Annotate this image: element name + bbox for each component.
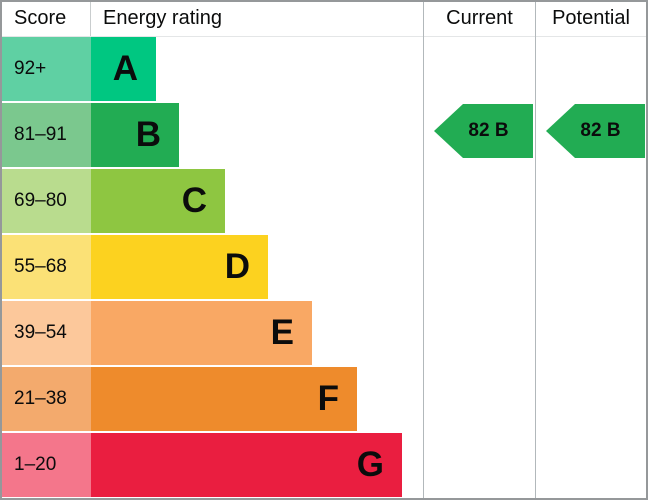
potential-column-header: Potential xyxy=(536,2,646,37)
rating-row-c: 69–80 C xyxy=(2,169,423,233)
band-b: B xyxy=(91,103,179,167)
current-column-header: Current xyxy=(424,2,535,37)
score-range-a: 92+ xyxy=(2,37,91,101)
rating-row-b: 81–91 B xyxy=(2,103,423,167)
band-e: E xyxy=(91,301,312,365)
scale-header-row: Score Energy rating xyxy=(2,2,423,37)
current-column: Current 82 B xyxy=(423,2,535,498)
potential-column: Potential 82 B xyxy=(535,2,646,498)
potential-column-body: 82 B xyxy=(536,37,646,498)
rating-row-g: 1–20 G xyxy=(2,433,423,497)
rating-row-f: 21–38 F xyxy=(2,367,423,431)
band-g: G xyxy=(91,433,402,497)
score-range-g: 1–20 xyxy=(2,433,91,497)
score-column-header: Score xyxy=(2,2,91,36)
score-range-d: 55–68 xyxy=(2,235,91,299)
band-f: F xyxy=(91,367,357,431)
band-a: A xyxy=(91,37,156,101)
current-column-body: 82 B xyxy=(424,37,535,498)
band-d: D xyxy=(91,235,268,299)
rating-rows: 92+ A 81–91 B 69–80 C 55–68 D 39–54 E 21–38 F 1–20 G xyxy=(2,37,423,498)
band-c: C xyxy=(91,169,225,233)
score-range-f: 21–38 xyxy=(2,367,91,431)
score-range-b: 81–91 xyxy=(2,103,91,167)
potential-rating-badge: 82 B xyxy=(546,104,645,158)
score-range-c: 69–80 xyxy=(2,169,91,233)
rating-row-e: 39–54 E xyxy=(2,301,423,365)
score-range-e: 39–54 xyxy=(2,301,91,365)
rating-row-d: 55–68 D xyxy=(2,235,423,299)
rating-row-a: 92+ A xyxy=(2,37,423,101)
rating-scale-section: Score Energy rating 92+ A 81–91 B 69–80 C 55–6… xyxy=(2,2,423,498)
energy-rating-column-header: Energy rating xyxy=(103,7,222,29)
current-rating-badge: 82 B xyxy=(434,104,533,158)
